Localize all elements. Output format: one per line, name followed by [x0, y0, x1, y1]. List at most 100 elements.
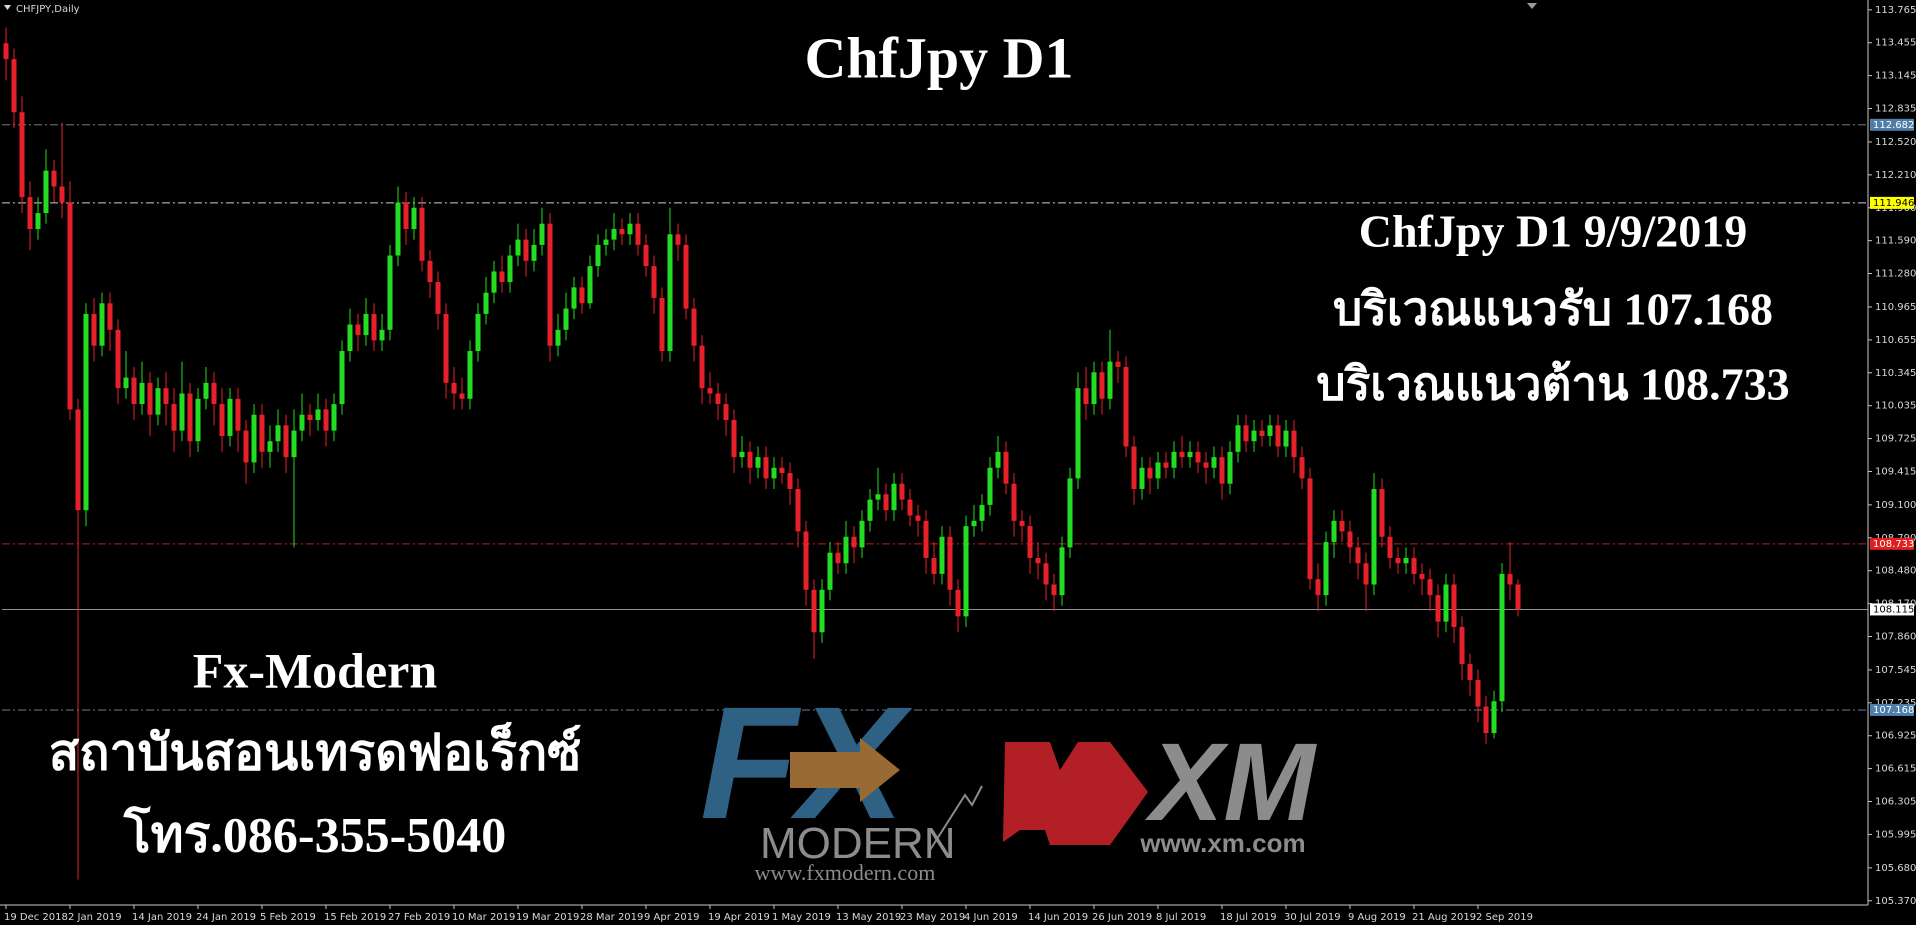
- candle-body: [387, 255, 393, 330]
- candle-body: [1011, 483, 1017, 521]
- candle-body: [1195, 451, 1201, 463]
- candle-body: [947, 536, 953, 590]
- candle-body: [107, 303, 113, 330]
- candle-body: [1395, 557, 1401, 564]
- candle-body: [459, 393, 465, 399]
- candle-body: [331, 404, 337, 431]
- candle-body: [547, 223, 553, 346]
- candle-body: [859, 520, 865, 548]
- x-tick-label: 5 Feb 2019: [260, 912, 316, 923]
- candle-body: [851, 536, 857, 548]
- level-label: 112.682: [1873, 120, 1914, 131]
- candle-body: [907, 499, 913, 516]
- candle-body: [499, 271, 505, 283]
- candle-body: [11, 59, 17, 113]
- candle-body: [811, 589, 817, 633]
- candle-body: [539, 223, 545, 245]
- candle-body: [675, 234, 681, 245]
- x-tick-label: 1 May 2019: [772, 912, 831, 923]
- candle-body: [483, 292, 489, 314]
- y-tick-label: 113.765: [1875, 5, 1916, 16]
- candle-body: [1251, 430, 1257, 442]
- candle-body: [571, 287, 577, 309]
- candle-body: [267, 441, 273, 452]
- candle-body: [283, 425, 289, 458]
- symbol-label: CHFJPY,Daily: [16, 4, 80, 15]
- candle-body: [1363, 563, 1369, 585]
- level-label-bg: [1870, 603, 1914, 616]
- candle-body: [1443, 584, 1449, 622]
- candle-body: [1083, 388, 1089, 405]
- candle-body: [1419, 573, 1425, 580]
- candle-body: [659, 297, 665, 352]
- candle-body: [739, 451, 745, 458]
- candle-body: [291, 430, 297, 458]
- logo-arrow: [790, 738, 900, 802]
- candle-body: [259, 414, 265, 452]
- level-label: 111.946: [1873, 198, 1914, 209]
- x-tick-label: 30 Jul 2019: [1284, 912, 1341, 923]
- candle-body: [1403, 557, 1409, 564]
- candle-body: [579, 287, 585, 304]
- x-tick-label: 14 Jan 2019: [132, 912, 192, 923]
- candle-body: [1211, 457, 1217, 468]
- candle-body: [931, 557, 937, 574]
- candle-body: [1059, 547, 1065, 596]
- y-tick-label: 107.860: [1875, 632, 1916, 643]
- candle-body: [963, 526, 969, 617]
- y-tick-label: 105.995: [1875, 829, 1916, 840]
- candle-body: [67, 202, 73, 410]
- candle-body: [1267, 425, 1273, 436]
- candle-body: [923, 520, 929, 558]
- y-tick-label: 105.370: [1875, 896, 1916, 907]
- candle-body: [1171, 451, 1177, 468]
- candle-body: [299, 414, 305, 431]
- fxmodern-logo: FX MODERN www.fxmodern.com: [700, 673, 983, 885]
- candle-body: [123, 377, 129, 389]
- x-tick-label: 2 Jan 2019: [68, 912, 122, 923]
- candles-layer: [3, 27, 1521, 880]
- candle-body: [979, 504, 985, 521]
- candle-body: [1411, 557, 1417, 574]
- candle-body: [1131, 446, 1137, 489]
- candle-body: [787, 473, 793, 489]
- candle-body: [1187, 451, 1193, 458]
- candle-body: [507, 255, 513, 283]
- candle-body: [1107, 361, 1113, 399]
- candle-body: [755, 457, 761, 468]
- candle-body: [451, 382, 457, 394]
- candle-body: [875, 494, 881, 500]
- candle-body: [1507, 573, 1513, 585]
- symbol-marker: [4, 5, 11, 10]
- candle-body: [347, 324, 353, 352]
- candle-body: [235, 398, 241, 431]
- annotation: สถาบันสอนเทรดฟอเร็กซ์: [49, 721, 581, 780]
- chart-title: ChfJpy D1: [804, 25, 1073, 90]
- candle-body: [403, 202, 409, 229]
- candle-body: [1291, 430, 1297, 458]
- logo-xm-url: www.xm.com: [1139, 828, 1305, 858]
- x-tick-label: 24 Jan 2019: [196, 912, 256, 923]
- candle-body: [379, 329, 385, 341]
- candle-body: [419, 207, 425, 261]
- y-tick-label: 108.480: [1875, 566, 1916, 577]
- candle-body: [435, 282, 441, 314]
- y-tick-label: 106.305: [1875, 797, 1916, 808]
- candle-body: [883, 494, 889, 511]
- y-tick-label: 112.210: [1875, 170, 1916, 181]
- level-label: 108.733: [1873, 539, 1914, 550]
- candle-body: [1435, 595, 1441, 622]
- candle-body: [43, 170, 49, 214]
- x-tick-label: 19 Dec 2018: [4, 912, 68, 923]
- y-tick-label: 107.545: [1875, 665, 1916, 676]
- candle-body: [99, 303, 105, 346]
- level-label-bg: [1870, 537, 1914, 550]
- candle-body: [491, 271, 497, 293]
- candle-body: [1243, 425, 1249, 442]
- candle-body: [1067, 478, 1073, 548]
- candle-body: [155, 388, 161, 415]
- levels-layer: [2, 124, 1868, 711]
- x-tick-label: 2 Sep 2019: [1476, 912, 1533, 923]
- candle-body: [635, 223, 641, 245]
- candle-body: [971, 520, 977, 527]
